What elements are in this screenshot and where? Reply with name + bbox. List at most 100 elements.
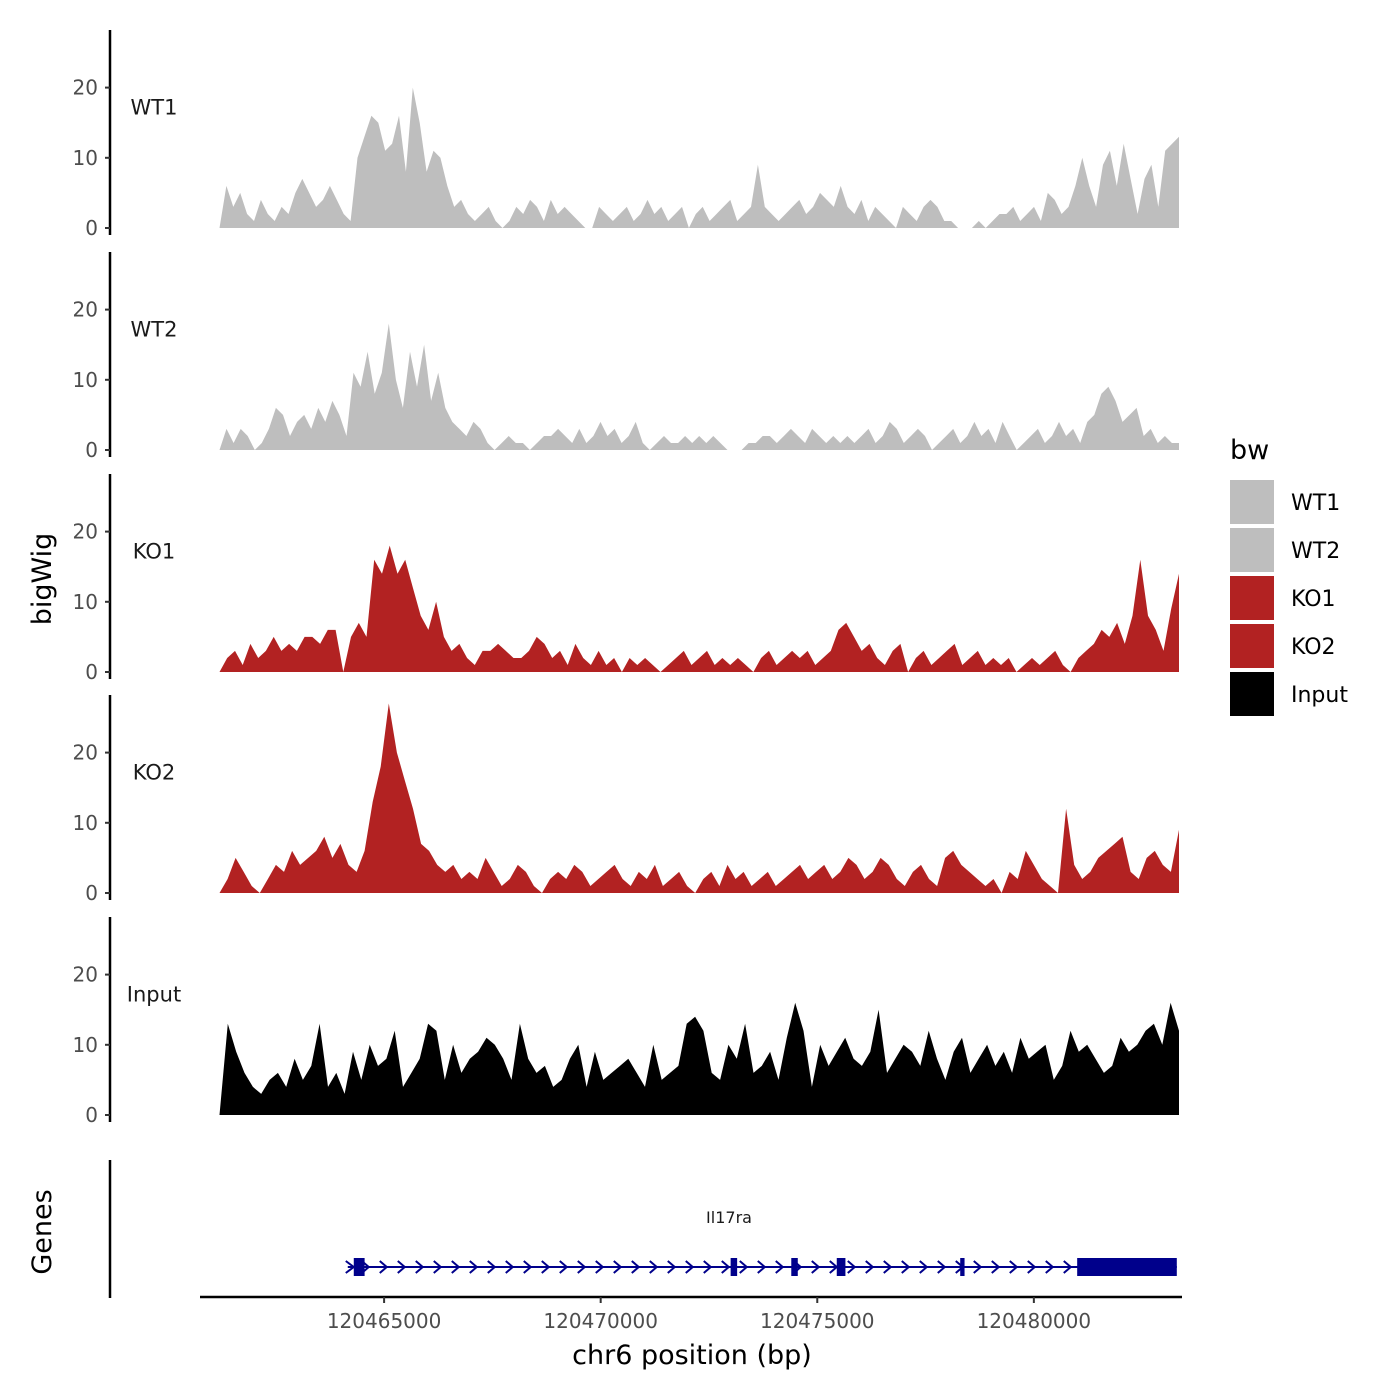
legend-label: Input	[1291, 683, 1348, 708]
y-tick-label: 0	[85, 1103, 98, 1127]
signal-area	[219, 323, 1179, 450]
signal-area	[219, 703, 1179, 893]
strand-arrow	[451, 1260, 461, 1274]
strand-arrow	[595, 1260, 605, 1274]
y-tick-label: 20	[73, 520, 98, 544]
x-tick-label: 120480000	[977, 1309, 1092, 1333]
y-tick-label: 0	[85, 438, 98, 462]
legend-item-ko1: KO1	[1230, 576, 1336, 620]
signal-tracks: 0 10 20 WT1 0 10 20 WT2 0 10 20 KO1 0 10 20 KO2 0 10 20 Inp…	[73, 30, 1179, 1127]
legend-item-wt1: WT1	[1230, 480, 1340, 524]
signal-area	[219, 545, 1179, 672]
signal-area	[219, 87, 1179, 228]
gene-exon	[960, 1258, 965, 1276]
track-wt2: 0 10 20 WT2	[73, 252, 1179, 462]
strand-arrow	[415, 1260, 425, 1274]
strand-arrow	[1063, 1260, 1073, 1274]
strand-arrow	[613, 1260, 623, 1274]
strand-arrow	[1009, 1260, 1019, 1274]
strand-arrow	[811, 1260, 821, 1274]
strand-arrow	[667, 1260, 677, 1274]
y-tick-label: 0	[85, 216, 98, 240]
strand-arrow	[1027, 1260, 1037, 1274]
strand-arrow	[991, 1260, 1001, 1274]
track-input: 0 10 20 Input	[73, 917, 1179, 1127]
strand-arrow	[775, 1260, 785, 1274]
y-tick-label: 10	[73, 590, 98, 614]
strand-arrow	[703, 1260, 713, 1274]
strand-arrow	[721, 1260, 731, 1274]
legend-swatch	[1230, 480, 1274, 524]
signal-area	[219, 1002, 1179, 1115]
strand-arrow	[847, 1260, 857, 1274]
strand-arrow	[937, 1260, 947, 1274]
track-label: WT1	[131, 96, 178, 120]
legend-title: bw	[1230, 435, 1269, 466]
track-label: WT2	[131, 318, 178, 342]
x-tick-label: 120470000	[543, 1309, 658, 1333]
strand-arrow	[685, 1260, 695, 1274]
legend-label: KO1	[1291, 587, 1336, 612]
legend-item-wt2: WT2	[1230, 528, 1340, 572]
strand-arrow	[883, 1260, 893, 1274]
legend-label: WT1	[1291, 491, 1340, 516]
y-tick-label: 20	[73, 298, 98, 322]
gene-exon	[1077, 1258, 1177, 1276]
y-axis-title: bigWig	[27, 533, 58, 626]
y-tick-label: 10	[73, 1033, 98, 1057]
y-tick-label: 10	[73, 811, 98, 835]
strand-arrow	[487, 1260, 497, 1274]
strand-arrow	[541, 1260, 551, 1274]
x-axis: 120465000 120470000 120475000 120480000	[200, 1295, 1182, 1333]
legend-swatch	[1230, 528, 1274, 572]
strand-arrow	[379, 1260, 389, 1274]
legend-label: WT2	[1291, 539, 1340, 564]
gene-exon	[353, 1258, 365, 1276]
legend: bw WT1 WT2 KO1 KO2 Input	[1230, 435, 1348, 716]
x-tick-label: 120465000	[327, 1309, 442, 1333]
legend-swatch	[1230, 624, 1274, 668]
y-tick-label: 20	[73, 741, 98, 765]
y-tick-label: 10	[73, 368, 98, 392]
y-tick-label: 20	[73, 963, 98, 987]
track-wt1: 0 10 20 WT1	[73, 30, 1179, 240]
y-tick-label: 0	[85, 881, 98, 905]
strand-arrow	[433, 1260, 443, 1274]
legend-swatch	[1230, 576, 1274, 620]
strand-arrow	[469, 1260, 479, 1274]
strand-arrow	[505, 1260, 515, 1274]
strand-arrow	[631, 1260, 641, 1274]
genes-axis-title: Genes	[27, 1189, 58, 1274]
track-ko2: 0 10 20 KO2	[73, 695, 1179, 905]
track-label: Input	[127, 983, 181, 1007]
gene-label: Il17ra	[706, 1208, 752, 1227]
strand-arrow	[901, 1260, 911, 1274]
strand-arrow	[397, 1260, 407, 1274]
x-tick-label: 120475000	[760, 1309, 875, 1333]
gene-exon	[730, 1258, 738, 1276]
strand-arrow	[973, 1260, 983, 1274]
y-tick-label: 10	[73, 146, 98, 170]
track-label: KO1	[133, 540, 176, 564]
legend-item-input: Input	[1230, 672, 1348, 716]
strand-arrow	[523, 1260, 533, 1274]
strand-arrow	[1045, 1260, 1055, 1274]
gene-il17ra: Il17ra	[345, 1208, 1177, 1276]
y-tick-label: 20	[73, 76, 98, 100]
strand-arrow	[865, 1260, 875, 1274]
gene-panel: Il17ra	[108, 1160, 1177, 1298]
track-ko1: 0 10 20 KO1	[73, 474, 1179, 684]
y-tick-label: 0	[85, 660, 98, 684]
strand-arrow	[919, 1260, 929, 1274]
strand-arrow	[649, 1260, 659, 1274]
x-axis-title: chr6 position (bp)	[572, 1340, 812, 1371]
gene-exon	[791, 1258, 798, 1276]
legend-swatch	[1230, 672, 1274, 716]
strand-arrow	[577, 1260, 587, 1274]
strand-arrow	[757, 1260, 767, 1274]
strand-arrow	[739, 1260, 749, 1274]
legend-label: KO2	[1291, 635, 1336, 660]
strand-arrow	[559, 1260, 569, 1274]
legend-item-ko2: KO2	[1230, 624, 1336, 668]
